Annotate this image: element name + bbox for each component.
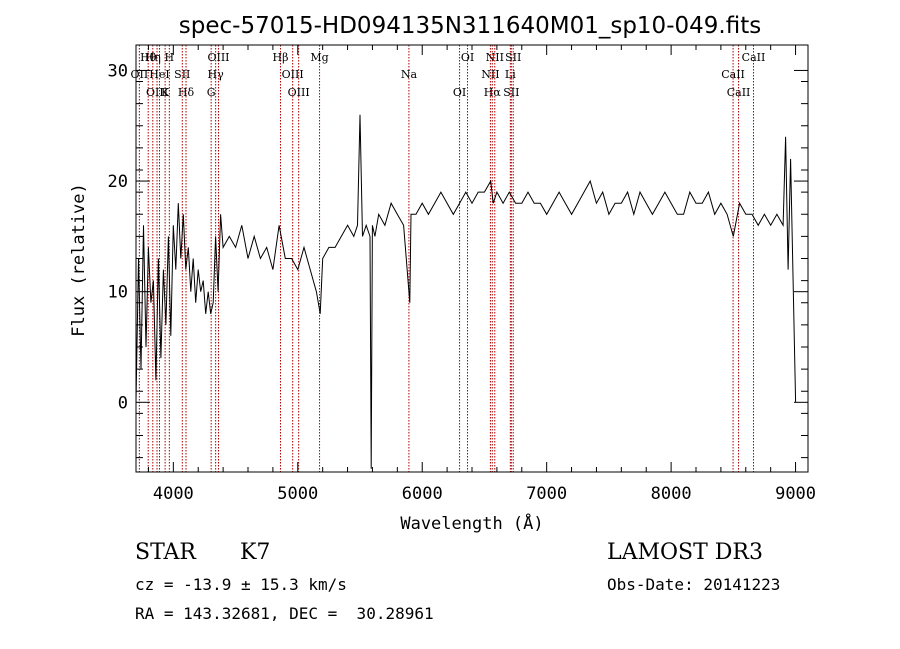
line-label: Mg bbox=[310, 51, 328, 64]
subclass: K7 bbox=[240, 540, 271, 565]
y-tick-labels: 0 10 20 30 bbox=[108, 61, 128, 413]
line-label: NII bbox=[486, 51, 504, 64]
emission-lines bbox=[138, 45, 754, 472]
line-label: G bbox=[207, 86, 216, 99]
x-tick-label: 6000 bbox=[402, 484, 443, 504]
line-label: K bbox=[161, 86, 170, 99]
x-tick-label: 7000 bbox=[526, 484, 567, 504]
line-label: H bbox=[165, 51, 175, 64]
line-label: Hδ bbox=[178, 86, 195, 99]
line-label: OIII bbox=[146, 86, 168, 99]
x-axis-label: Wavelength (Å) bbox=[400, 512, 543, 534]
line-label: OIII bbox=[207, 51, 229, 64]
line-label: Hγ bbox=[208, 68, 225, 81]
line-label: SII bbox=[505, 51, 521, 64]
chart-title: spec-57015-HD094135N311640M01_sp10-049.f… bbox=[179, 13, 761, 39]
line-label: HeI bbox=[149, 68, 169, 81]
y-tick-label: 0 bbox=[118, 393, 128, 413]
x-tick-label: 4000 bbox=[153, 484, 194, 504]
spectrum-chart: spec-57015-HD094135N311640M01_sp10-049.f… bbox=[69, 13, 816, 534]
line-label: OI bbox=[461, 51, 474, 64]
line-label: Hθ bbox=[140, 51, 157, 64]
line-label: Hβ bbox=[273, 51, 289, 64]
axis-ticks bbox=[136, 45, 808, 472]
y-tick-label: 10 bbox=[108, 283, 128, 303]
line-label: OIII bbox=[282, 68, 304, 81]
line-labels: Hθ OII OIII Hη HeI K H SII Hδ OIII Hγ G Hβ OIII OIII Mg… bbox=[131, 51, 766, 99]
spectrum-line bbox=[135, 114, 797, 469]
y-tick-label: 20 bbox=[108, 172, 128, 192]
object-class: STAR bbox=[135, 540, 196, 565]
x-tick-labels: 4000 5000 6000 7000 8000 9000 bbox=[153, 484, 816, 504]
line-label: OIII bbox=[288, 86, 310, 99]
line-label: Hα bbox=[484, 86, 502, 99]
line-label: SII bbox=[503, 86, 519, 99]
line-label: Na bbox=[401, 68, 418, 81]
redshift-readout: cz = -13.9 ± 15.3 km/s bbox=[135, 575, 347, 594]
x-tick-label: 8000 bbox=[651, 484, 692, 504]
coordinates: RA = 143.32681, DEC = 30.28961 bbox=[135, 604, 434, 623]
line-label: CaII bbox=[742, 51, 766, 64]
y-tick-label: 30 bbox=[108, 61, 128, 81]
line-label: OI bbox=[453, 86, 466, 99]
line-label: CaII bbox=[727, 86, 751, 99]
survey-name: LAMOST DR3 bbox=[607, 540, 763, 565]
line-label: OII bbox=[131, 68, 149, 81]
line-label: Li bbox=[505, 68, 516, 81]
plot-frame bbox=[135, 44, 809, 473]
y-axis-label: Flux (relative) bbox=[69, 183, 89, 337]
line-label: Hη bbox=[145, 51, 161, 64]
line-label: NII bbox=[481, 68, 499, 81]
x-tick-label: 9000 bbox=[775, 484, 816, 504]
line-label: SII bbox=[174, 68, 190, 81]
obs-date: Obs-Date: 20141223 bbox=[607, 575, 781, 594]
x-tick-label: 5000 bbox=[277, 484, 318, 504]
line-label: CaII bbox=[721, 68, 745, 81]
